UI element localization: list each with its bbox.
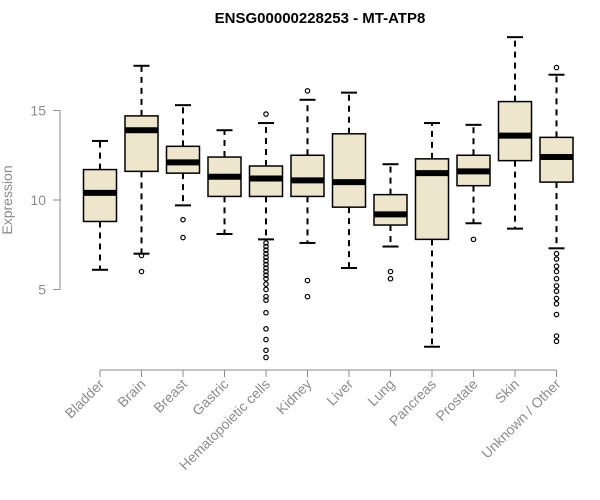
- box-gastric: [207, 129, 242, 235]
- box-prostate: [456, 123, 491, 243]
- outlier-point: [553, 64, 560, 71]
- outlier-point: [263, 336, 269, 343]
- outlier-point: [263, 243, 269, 250]
- outlier-point: [553, 263, 560, 270]
- y-tick-label: 10: [30, 192, 46, 208]
- outlier-point: [553, 311, 560, 318]
- y-tick-label: 15: [30, 103, 46, 119]
- box-unknown-other: [539, 64, 574, 345]
- outlier-point: [553, 256, 560, 262]
- box-iqr: [373, 193, 408, 226]
- box-iqr: [124, 115, 159, 173]
- x-tick-label: Unknown / Other: [478, 376, 564, 462]
- outlier-point: [263, 268, 269, 275]
- x-tick-label: Liver: [323, 376, 356, 409]
- outlier-point: [263, 281, 269, 287]
- outlier-point: [263, 258, 269, 264]
- outlier-point: [263, 111, 269, 117]
- box-bladder: [82, 139, 118, 271]
- outlier-point: [180, 216, 186, 223]
- box-iqr: [497, 100, 533, 162]
- box-skin: [497, 36, 533, 230]
- outlier-point: [553, 288, 560, 295]
- outlier-point: [387, 275, 394, 282]
- outlier-point: [553, 338, 560, 345]
- outlier-point: [387, 268, 394, 275]
- x-tick-label: Lung: [364, 376, 397, 409]
- outlier-point: [553, 333, 560, 339]
- x-tick-label: Bladder: [62, 376, 108, 422]
- outlier-point: [180, 234, 186, 241]
- outlier-point: [553, 250, 560, 257]
- outlier-point: [263, 250, 269, 257]
- box-brain: [124, 64, 159, 275]
- box-breast: [165, 104, 201, 241]
- box-iqr: [290, 154, 325, 198]
- outlier-point: [263, 265, 269, 271]
- x-tick-label: Breast: [150, 376, 190, 416]
- outlier-point: [263, 254, 269, 261]
- outlier-point: [553, 300, 560, 307]
- box-hematopoietic-cells: [248, 111, 284, 361]
- boxes-group: [82, 36, 574, 361]
- outlier-point: [263, 275, 269, 282]
- x-tick-label: Skin: [492, 376, 523, 407]
- outlier-point: [304, 88, 311, 94]
- y-axis: 5 10 15: [30, 103, 61, 297]
- x-tick-label: Kidney: [273, 376, 315, 418]
- outlier-point: [470, 236, 477, 243]
- box-kidney: [290, 88, 325, 300]
- outlier-point: [138, 268, 145, 275]
- x-tick-label: Prostate: [432, 376, 480, 424]
- outlier-point: [263, 293, 269, 300]
- outlier-point: [263, 297, 269, 304]
- outlier-point: [263, 354, 269, 361]
- x-tick-label: Brain: [114, 376, 148, 410]
- box-liver: [331, 91, 367, 269]
- outlier-point: [138, 252, 145, 259]
- outlier-point: [304, 277, 311, 284]
- outlier-point: [553, 283, 560, 289]
- y-axis-label: Expression: [0, 165, 15, 234]
- outlier-point: [553, 275, 560, 282]
- box-iqr: [331, 133, 367, 208]
- outlier-point: [263, 240, 269, 246]
- outlier-point: [553, 295, 560, 302]
- chart-title: ENSG00000228253 - MT-ATP8: [215, 10, 426, 27]
- outlier-point: [263, 309, 269, 316]
- outlier-point: [263, 261, 269, 268]
- outlier-point: [263, 286, 269, 293]
- outlier-point: [304, 293, 311, 300]
- box-pancreas: [414, 122, 450, 348]
- outlier-point: [263, 247, 269, 253]
- outlier-point: [553, 268, 560, 275]
- outlier-point: [263, 326, 269, 332]
- outlier-point: [263, 272, 269, 278]
- box-lung: [373, 163, 408, 282]
- outlier-point: [263, 347, 269, 354]
- y-tick-label: 5: [38, 281, 46, 297]
